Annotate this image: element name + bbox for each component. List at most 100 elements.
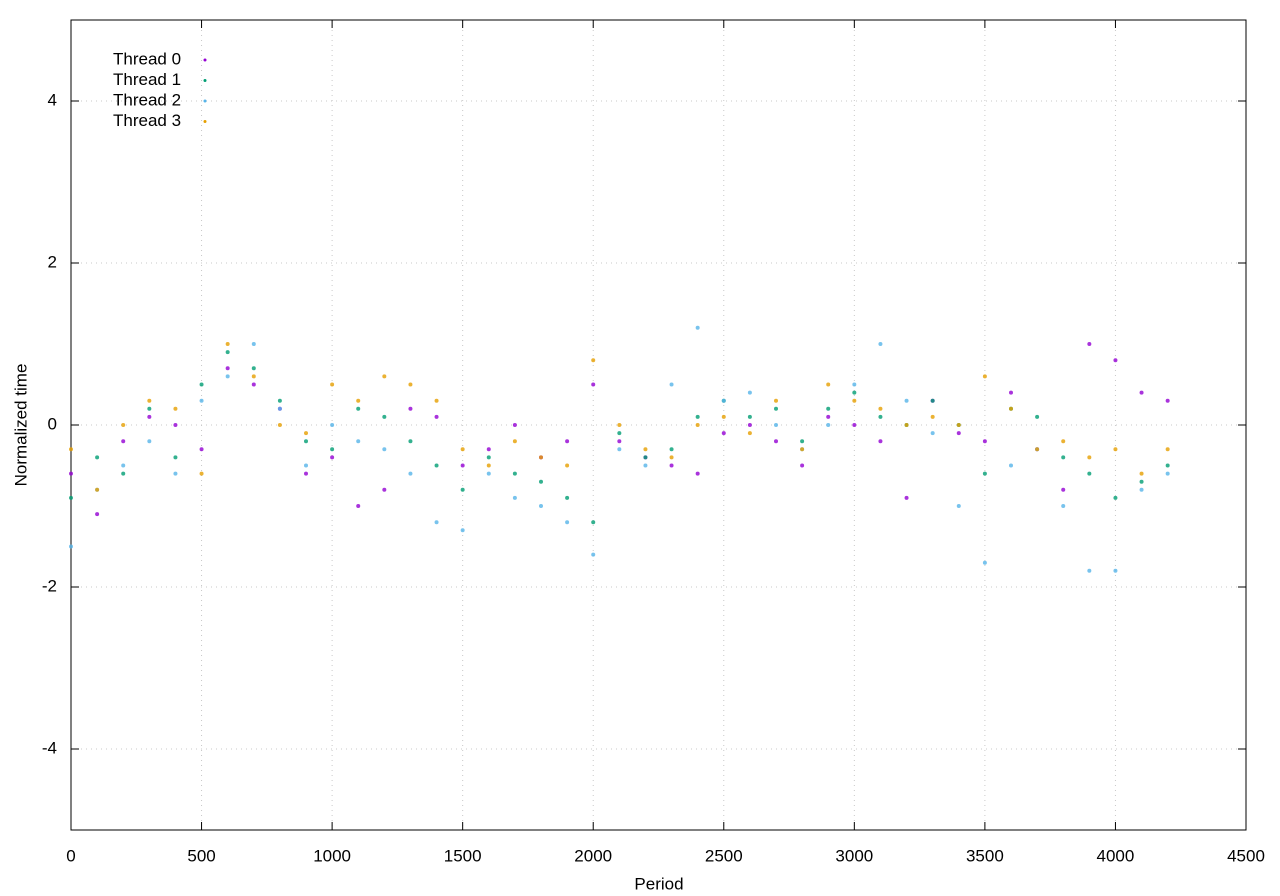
data-point [565, 495, 570, 500]
data-point [147, 398, 152, 403]
data-point [382, 447, 387, 452]
data-point [304, 471, 308, 476]
data-point [539, 479, 543, 484]
data-point [643, 463, 648, 468]
data-point [591, 358, 596, 363]
data-point [1165, 463, 1170, 468]
data-point [382, 374, 387, 379]
data-point [512, 439, 517, 444]
data-point [1139, 487, 1144, 492]
plot-frame [70, 19, 1247, 831]
data-point [1165, 447, 1170, 452]
data-point [1113, 447, 1118, 452]
data-point [1113, 358, 1118, 363]
data-point [330, 447, 335, 452]
data-point [1061, 455, 1066, 460]
legend-label: Thread 3 [113, 111, 181, 130]
data-point [643, 455, 648, 460]
data-point [852, 390, 857, 395]
x-tick-label: 3500 [966, 846, 1004, 865]
data-point [382, 487, 387, 492]
data-point [1087, 471, 1092, 476]
data-point [800, 447, 805, 452]
y-axis-label: Normalized time [11, 364, 30, 487]
data-point [721, 398, 726, 403]
data-point [591, 382, 596, 387]
data-point [774, 406, 778, 411]
data-point [121, 423, 126, 427]
data-point [460, 487, 465, 492]
data-point [878, 414, 883, 419]
data-point [199, 382, 204, 387]
data-point [956, 423, 961, 427]
data-point [774, 439, 778, 444]
data-point [721, 431, 726, 436]
data-point [512, 423, 517, 427]
data-point [173, 423, 178, 427]
data-point [1009, 390, 1013, 395]
data-point [617, 447, 622, 452]
data-point [1113, 495, 1118, 500]
data-point [199, 471, 204, 476]
data-point [486, 455, 491, 460]
data-point [251, 342, 256, 346]
legend-key [203, 58, 207, 62]
data-point [356, 406, 361, 411]
data-point [800, 439, 805, 444]
data-point [225, 350, 230, 355]
x-tick-label: 500 [187, 846, 215, 865]
data-point [356, 398, 361, 403]
data-point [330, 382, 335, 387]
data-point [1035, 447, 1040, 452]
data-point [1061, 439, 1066, 444]
data-point [539, 504, 543, 508]
data-point [251, 382, 256, 387]
data-point [617, 431, 622, 436]
data-point [1087, 455, 1092, 460]
data-point [695, 471, 700, 476]
data-point [121, 463, 126, 468]
x-tick-label: 1000 [313, 846, 351, 865]
data-point [669, 455, 674, 460]
data-point [277, 398, 282, 403]
data-point [747, 431, 752, 436]
legend-key [203, 79, 207, 82]
data-point [565, 463, 570, 468]
data-point [1009, 463, 1013, 468]
data-point [591, 552, 596, 557]
data-point [695, 414, 700, 419]
data-point [356, 439, 361, 444]
data-point [121, 439, 126, 444]
data-point [930, 431, 935, 436]
data-point [69, 471, 73, 476]
x-tick-label: 2500 [705, 846, 743, 865]
data-point [1139, 471, 1144, 476]
data-point [669, 382, 674, 387]
data-point [408, 406, 413, 411]
data-point [95, 487, 100, 492]
y-tick-label: -4 [42, 738, 57, 757]
data-point [852, 382, 857, 387]
y-tick-label: 4 [48, 90, 57, 109]
data-point [539, 455, 543, 460]
data-point [304, 431, 308, 436]
data-point [330, 455, 335, 460]
data-point [434, 414, 439, 419]
data-point [304, 439, 308, 444]
data-point [1035, 414, 1040, 419]
data-point [199, 398, 204, 403]
legend-label: Thread 0 [113, 49, 181, 68]
data-point [486, 447, 491, 452]
data-point [1139, 479, 1144, 484]
data-point [956, 431, 961, 436]
data-point [408, 439, 413, 444]
data-point [225, 342, 230, 346]
data-point [930, 398, 935, 403]
data-point [69, 544, 73, 549]
data-point [95, 455, 100, 460]
data-point [826, 414, 831, 419]
data-point [904, 398, 909, 403]
data-point [1087, 342, 1092, 346]
data-point [486, 463, 491, 468]
